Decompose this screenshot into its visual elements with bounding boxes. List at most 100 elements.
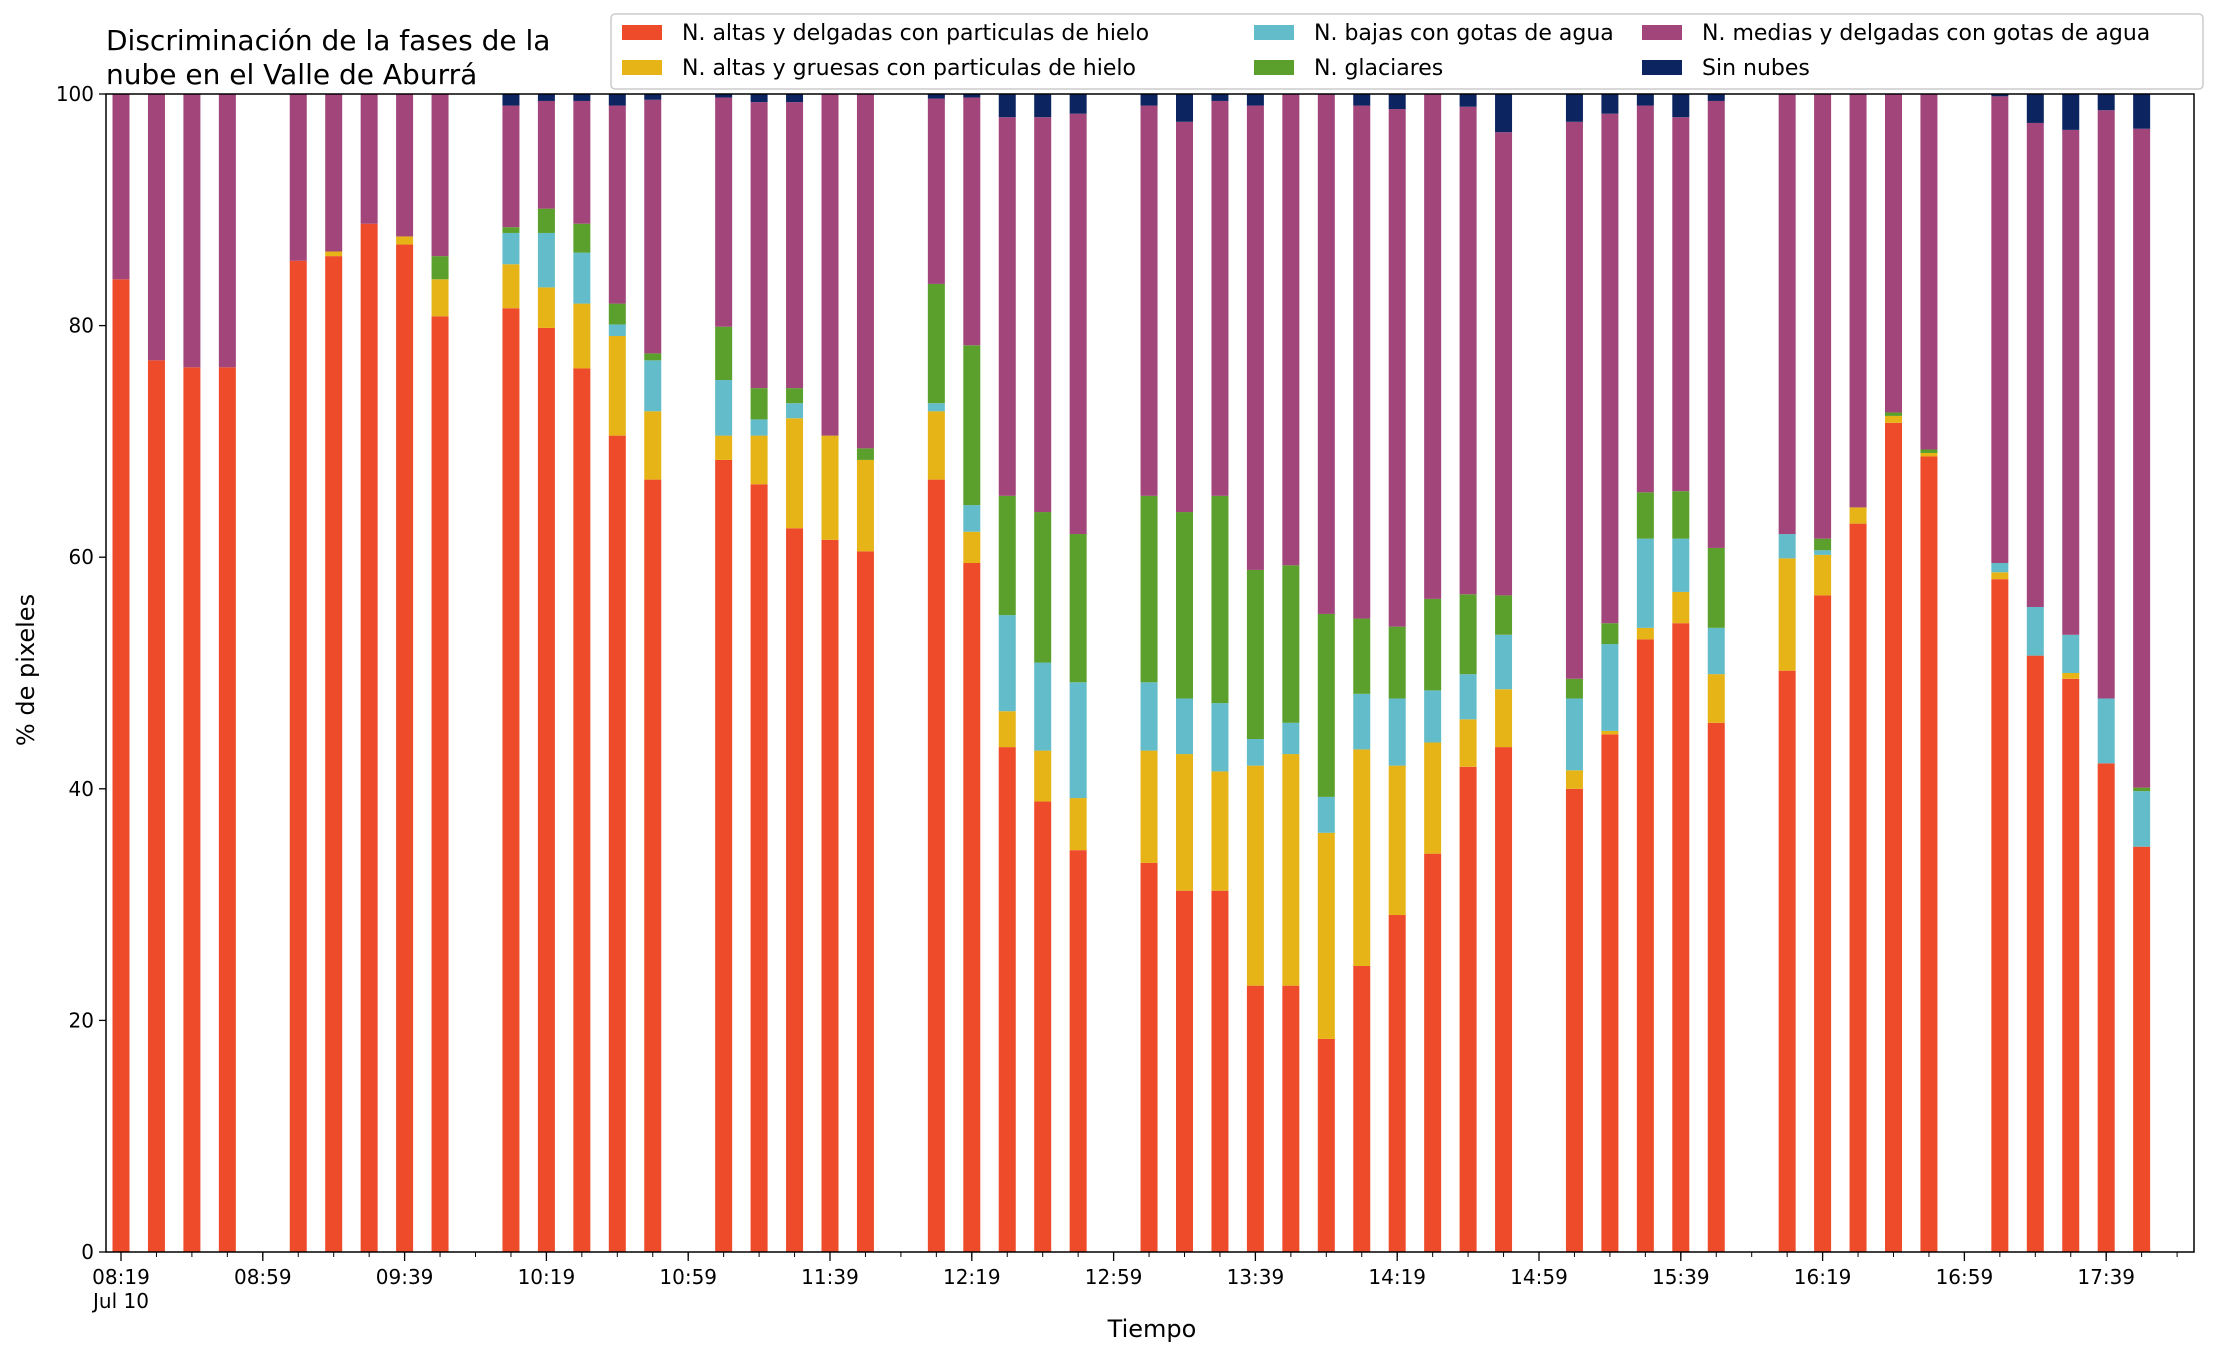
bar-segment [1317,94,1335,614]
bar-segment [786,94,804,103]
bar-segment [1778,534,1796,559]
bar-segment [573,223,591,253]
bar-segment [1353,618,1371,694]
x-axis-label: Tiempo [1107,1315,1197,1343]
bar-segment [1211,771,1229,891]
bar-segment [1176,512,1193,699]
bar-segment [856,94,874,449]
bar-segment [2062,129,2080,635]
bar-segment [1353,693,1371,750]
bar-segment [1778,558,1796,671]
bar-segment [1317,613,1335,797]
bar-segment [644,353,662,361]
bar-stack [998,94,1016,1252]
bar-stack [2026,94,2044,1252]
bar-stack [289,94,307,1252]
bar-stack [502,94,520,1253]
bar-segment [1885,415,1902,423]
bar-segment [608,105,626,304]
bar-stack [1069,94,1087,1252]
bar-segment [927,98,945,284]
bar-segment [750,102,768,389]
bar-segment [1176,698,1193,755]
bar-segment [1495,747,1513,1252]
bar-segment [927,283,945,404]
bar-segment [537,327,555,1252]
bar-segment [963,345,981,506]
bar-segment [2097,763,2115,1252]
bar-segment [218,367,236,1252]
bar-segment [1707,547,1725,628]
bar-segment [147,94,165,361]
x-tick-label: 16:19 [1794,1265,1852,1289]
bar-segment [1034,662,1052,751]
bar-stack [1991,94,2009,1252]
bar-segment [1885,412,1902,416]
bar-segment [715,459,733,1252]
bar-segment [998,615,1016,712]
bar-segment [963,505,981,532]
bar-stack [2133,94,2151,1252]
bar-stack [2097,94,2115,1252]
chart-title-line-1: Discriminación de la fases de la [106,24,550,57]
bar-segment [1636,492,1654,539]
bar-segment [1353,105,1371,619]
bar-segment [1495,595,1513,635]
legend-label: N. altas y delgadas con particulas de hi… [682,21,1149,46]
bar-stack [1246,94,1264,1252]
x-tick-label: 16:59 [1936,1265,1994,1289]
bar-segment [715,94,733,98]
bar-segment [1140,862,1158,1252]
bar-segment [1140,750,1158,863]
bar-segment [112,94,130,280]
bar-segment [2026,122,2044,607]
bar-segment [1034,94,1052,118]
bar-segment [1317,832,1335,1039]
x-tick-label: 12:59 [1085,1265,1143,1289]
y-tick-label: 20 [69,1008,94,1032]
bar-segment [1814,554,1832,596]
bar-segment [1176,754,1193,891]
bar-segment [644,94,662,100]
bar-segment [750,484,768,1252]
x-tick-label: 10:19 [518,1265,576,1289]
bar-segment [1778,94,1796,535]
bar-stack [218,94,236,1252]
bar-stack [1814,94,1832,1252]
bar-segment [1778,670,1796,1252]
bar-segment [2133,128,2151,788]
bar-segment [502,264,520,309]
bar-segment [998,495,1016,616]
legend-label: N. medias y delgadas con gotas de agua [1702,21,2150,46]
bar-segment [1459,594,1477,675]
bar-segment [1246,569,1264,740]
bar-segment [750,435,768,485]
bar-stack [1636,94,1654,1252]
bar-segment [1353,749,1371,966]
bar-stack [1140,94,1158,1252]
bar-segment [2133,94,2151,129]
bar-segment [1388,94,1406,110]
bar-segment [608,324,626,337]
bar-segment [1388,109,1406,627]
bar-segment [927,479,945,1252]
bar-segment [1424,94,1442,599]
bar-segment [1495,689,1513,748]
bar-stack [1388,94,1406,1252]
bar-segment [2133,791,2151,847]
bar-segment [573,252,591,304]
legend-swatch [1642,60,1682,75]
bar-segment [1282,985,1300,1252]
bar-segment [608,336,626,436]
chart-title-line-2: nube en el Valle de Aburrá [106,58,477,91]
bar-segment [1814,538,1832,551]
bar-segment [2026,606,2044,656]
bar-segment [750,388,768,420]
bar-segment [786,418,804,529]
bar-segment [856,459,874,552]
bar-stack [1565,94,1583,1252]
bar-stack [1034,94,1052,1252]
bar-segment [856,551,874,1252]
bar-segment [573,94,591,101]
